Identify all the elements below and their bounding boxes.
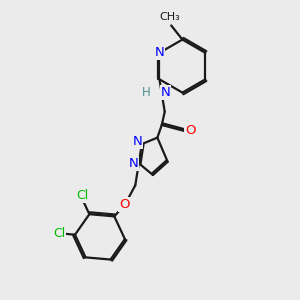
Text: O: O [185,124,196,137]
Text: H: H [142,86,151,99]
Text: CH₃: CH₃ [159,13,180,22]
Text: Cl: Cl [76,190,88,202]
Text: N: N [129,157,138,170]
Text: N: N [154,46,164,59]
Text: N: N [160,86,170,99]
Text: N: N [133,135,142,148]
Text: O: O [119,198,130,211]
Text: Cl: Cl [53,227,65,240]
